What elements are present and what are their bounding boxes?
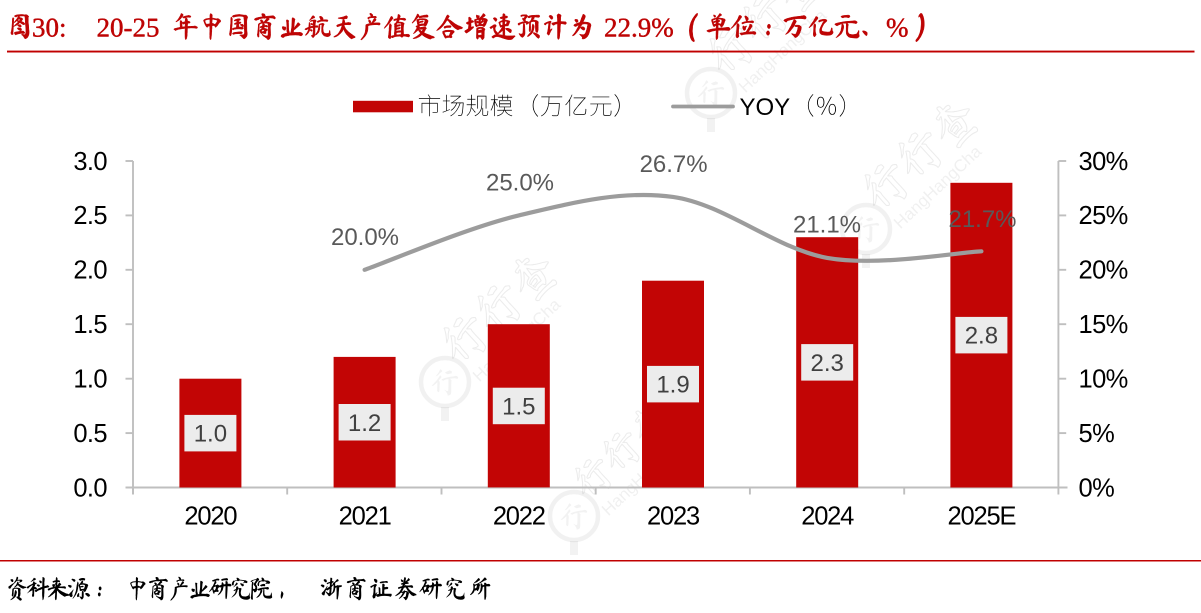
svg-text:1.5: 1.5	[502, 394, 535, 421]
svg-text:1.2: 1.2	[348, 410, 381, 437]
svg-text:2023: 2023	[647, 503, 700, 531]
svg-text:1.0: 1.0	[194, 421, 227, 448]
svg-text:20%: 20%	[1079, 257, 1128, 285]
svg-text:2024: 2024	[801, 503, 854, 531]
svg-text:25%: 25%	[1079, 202, 1128, 230]
svg-text:30%: 30%	[1079, 148, 1128, 176]
svg-text:15%: 15%	[1079, 311, 1128, 339]
svg-text:2.3: 2.3	[811, 350, 844, 377]
svg-text:10%: 10%	[1079, 366, 1128, 394]
svg-text:0.5: 0.5	[73, 420, 107, 448]
svg-text:25.0%: 25.0%	[486, 170, 554, 197]
svg-text:5%: 5%	[1079, 420, 1115, 448]
svg-text:0.0: 0.0	[73, 474, 107, 502]
svg-text:2.8: 2.8	[965, 323, 998, 350]
svg-text:1.0: 1.0	[73, 366, 107, 394]
svg-text:1.9: 1.9	[656, 372, 689, 399]
svg-text:2.5: 2.5	[73, 202, 107, 230]
svg-text:21.7%: 21.7%	[948, 206, 1016, 233]
svg-text:YOY: YOY	[740, 94, 791, 121]
svg-text:2021: 2021	[339, 503, 391, 531]
svg-text:2.0: 2.0	[73, 257, 107, 285]
svg-text:1.5: 1.5	[73, 311, 107, 339]
svg-text:3.0: 3.0	[73, 148, 107, 176]
svg-text:2025E: 2025E	[948, 503, 1016, 531]
svg-text:20.0%: 20.0%	[331, 224, 399, 251]
svg-text:26.7%: 26.7%	[640, 151, 708, 178]
svg-text:0%: 0%	[1079, 474, 1115, 502]
svg-text:2020: 2020	[184, 503, 237, 531]
svg-text:2022: 2022	[493, 503, 545, 531]
svg-text:21.1%: 21.1%	[793, 212, 861, 239]
